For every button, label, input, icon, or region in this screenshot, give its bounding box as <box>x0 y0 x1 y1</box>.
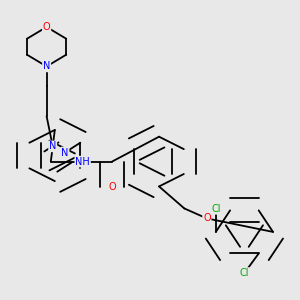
Text: N: N <box>61 148 69 158</box>
Text: O: O <box>43 22 50 32</box>
Text: N: N <box>43 61 50 71</box>
Text: O: O <box>108 182 116 192</box>
Text: N: N <box>49 141 56 152</box>
Text: Cl: Cl <box>211 204 220 214</box>
Text: O: O <box>203 213 211 224</box>
Text: NH: NH <box>75 157 90 166</box>
Text: Cl: Cl <box>240 268 249 278</box>
